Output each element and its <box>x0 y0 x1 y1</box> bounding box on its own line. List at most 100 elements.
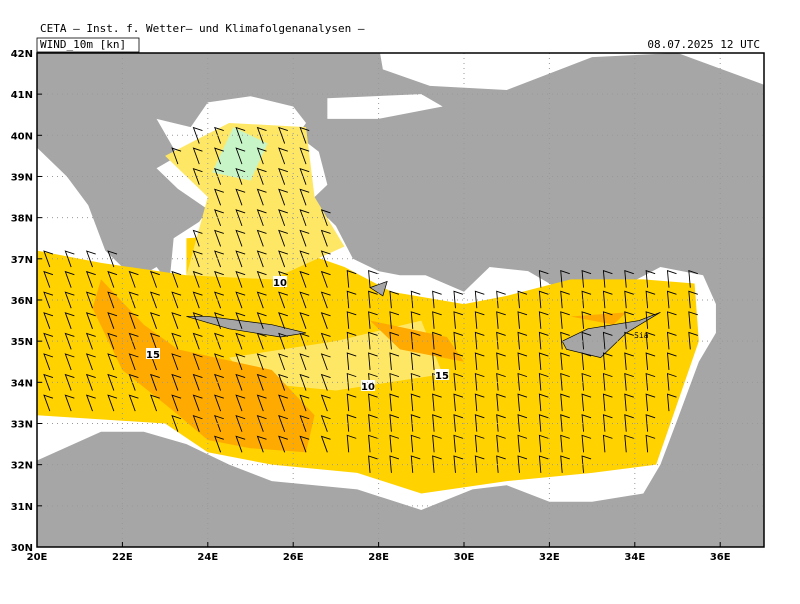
wind-barb <box>368 270 378 288</box>
wind-barb <box>389 393 400 412</box>
wind-barb <box>602 311 613 329</box>
wind-barb <box>496 393 506 412</box>
wind-barb <box>299 270 310 288</box>
lat-label: 39N <box>11 172 33 183</box>
wind-barb <box>299 394 310 412</box>
wind-barb <box>410 372 421 391</box>
wind-barb <box>645 311 656 329</box>
lon-label: 32E <box>539 552 560 563</box>
wind-barb <box>474 393 485 412</box>
wind-barb <box>43 373 54 391</box>
wind-barb <box>645 290 656 309</box>
lat-label: 33N <box>11 419 33 430</box>
contour-label-bg <box>435 369 449 380</box>
wind-barb <box>624 372 634 391</box>
wind-barb <box>346 270 357 288</box>
wind-barb <box>517 393 528 412</box>
lat-label: 31N <box>11 502 33 513</box>
wind-barb <box>320 312 331 329</box>
island <box>186 316 307 338</box>
wind-barb <box>560 311 570 329</box>
wind-barb <box>235 415 246 432</box>
wind-barb <box>346 414 357 432</box>
institute-title: CETA – Inst. f. Wetter– und Klimafolgena… <box>40 22 365 35</box>
wind-barb <box>666 270 677 288</box>
wind-barb <box>85 353 96 371</box>
wind-barb <box>410 414 421 432</box>
wind-barb <box>474 290 485 309</box>
wind-barb <box>346 352 357 371</box>
lon-label: 34E <box>624 552 645 563</box>
wind-barb <box>645 372 656 391</box>
wind-barb <box>688 290 698 309</box>
wind-barb <box>581 311 592 329</box>
wind-barb <box>64 270 75 288</box>
wind-barb <box>256 332 267 350</box>
wind-shade-orange <box>570 312 627 325</box>
wind-barb <box>278 353 288 371</box>
wind-barb <box>235 147 246 165</box>
wind-barb <box>235 250 246 268</box>
wind-barb <box>214 291 224 309</box>
wind-barb <box>43 353 54 371</box>
wind-barb <box>256 147 267 165</box>
wind-barb <box>368 393 378 412</box>
wind-barb <box>128 270 139 288</box>
wind-barb <box>453 311 464 329</box>
wind-barb <box>192 312 203 329</box>
wind-barb <box>85 394 96 412</box>
wind-barb <box>517 455 528 473</box>
wind-barb <box>538 270 549 288</box>
wind-barb <box>517 414 528 432</box>
wind-barb <box>538 393 549 412</box>
wind-barb <box>538 414 549 432</box>
wind-barb <box>299 229 310 247</box>
wind-barb <box>299 250 310 268</box>
wind-barb <box>645 270 656 288</box>
wind-barb <box>128 373 139 391</box>
wind-barb <box>410 290 421 309</box>
wind-barb <box>517 290 528 309</box>
wind-barb <box>645 331 656 350</box>
wind-barb <box>214 188 224 206</box>
wind-barb <box>474 372 485 391</box>
wind-barb <box>128 353 139 371</box>
wind-barb <box>256 394 267 412</box>
wind-barb <box>214 209 224 227</box>
wind-barb <box>278 312 288 329</box>
wind-barb <box>410 393 421 412</box>
wind-barb <box>474 311 485 329</box>
wind-barb <box>666 352 677 371</box>
wind-barb <box>346 311 357 329</box>
wind-barb <box>171 332 182 350</box>
wind-barb <box>278 168 288 185</box>
wind-barb <box>410 455 421 473</box>
wind-barb <box>666 331 677 350</box>
wind-barb <box>85 270 96 288</box>
wind-barb <box>278 435 288 453</box>
wind-barb <box>474 331 485 350</box>
wind-barb <box>235 168 246 185</box>
wind-barb <box>602 290 613 309</box>
wind-barb <box>453 331 464 350</box>
wind-barb <box>581 393 592 412</box>
wind-barb <box>256 435 267 453</box>
wind-barb <box>346 290 357 309</box>
wind-barb <box>432 455 442 473</box>
wind-barb <box>192 373 203 391</box>
wind-barb <box>256 291 267 309</box>
wind-barb <box>602 331 613 350</box>
wind-barb <box>150 270 160 288</box>
wind-barb <box>410 311 421 329</box>
wind-barb <box>666 290 677 309</box>
wind-shade-green <box>212 127 268 181</box>
wind-barb <box>320 332 331 350</box>
wind-barb <box>432 331 442 350</box>
valid-time: 08.07.2025 12 UTC <box>647 38 760 51</box>
wind-barb <box>256 188 267 206</box>
wind-barb <box>432 311 442 329</box>
place-label: Sia <box>634 331 649 340</box>
wind-barb <box>538 455 549 473</box>
